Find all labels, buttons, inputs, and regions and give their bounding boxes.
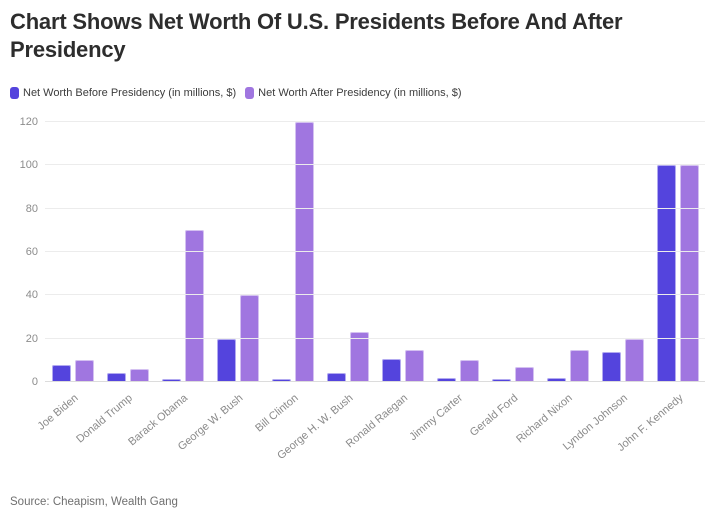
bar-group bbox=[155, 122, 210, 382]
gridline-0 bbox=[45, 381, 705, 382]
bar bbox=[51, 364, 71, 382]
bar bbox=[106, 373, 126, 382]
x-axis-label-text: Jimmy Carter bbox=[407, 392, 466, 444]
bar bbox=[436, 377, 456, 382]
bar-group bbox=[45, 122, 100, 382]
x-axis-label-text: Gerald Ford bbox=[467, 392, 521, 439]
bar bbox=[161, 379, 181, 382]
bar-group bbox=[100, 122, 155, 382]
bar-group bbox=[375, 122, 430, 382]
legend-label: Net Worth Before Presidency (in millions… bbox=[23, 87, 237, 99]
bar-group bbox=[320, 122, 375, 382]
bar bbox=[546, 377, 566, 382]
y-tick-label-80: 80 bbox=[25, 202, 38, 215]
gridline-20 bbox=[45, 337, 705, 339]
bar-group bbox=[540, 122, 595, 382]
y-tick-label-100: 100 bbox=[19, 159, 38, 172]
bar-group bbox=[650, 122, 705, 382]
x-axis-label-text: Bill Clinton bbox=[252, 392, 301, 435]
y-tick-label-60: 60 bbox=[25, 246, 38, 258]
legend-item: Net Worth After Presidency (in millions,… bbox=[245, 87, 462, 99]
bar bbox=[491, 379, 511, 382]
legend-label: Net Worth After Presidency (in millions,… bbox=[258, 87, 462, 99]
bar bbox=[459, 360, 479, 382]
bar bbox=[569, 349, 589, 382]
bar-group bbox=[485, 122, 540, 382]
bar bbox=[601, 351, 621, 382]
gridline-100 bbox=[45, 164, 705, 166]
bar bbox=[679, 165, 699, 382]
chart-legend: Net Worth Before Presidency (in millions… bbox=[10, 87, 462, 99]
bar bbox=[294, 122, 314, 382]
legend-item: Net Worth Before Presidency (in millions… bbox=[10, 87, 236, 99]
y-tick-label-0: 0 bbox=[31, 376, 38, 388]
y-tick-label-20: 20 bbox=[25, 332, 38, 345]
bar bbox=[184, 230, 204, 382]
bar bbox=[74, 360, 94, 382]
x-axis-label-text: Joe Biden bbox=[35, 392, 81, 433]
bar bbox=[129, 369, 149, 382]
y-tick-label-40: 40 bbox=[25, 289, 38, 302]
bar-series-container bbox=[45, 122, 705, 382]
gridline-40 bbox=[45, 294, 705, 296]
source-caption: Source: Cheapism, Wealth Gang bbox=[10, 496, 178, 508]
legend-swatch-icon bbox=[10, 87, 19, 99]
legend-swatch-icon bbox=[245, 87, 255, 99]
bar-chart-plot-area: Joe Biden Donald Trump Barack Obama George … bbox=[20, 116, 705, 462]
bar bbox=[216, 338, 236, 382]
bar-group bbox=[430, 122, 485, 382]
bar bbox=[624, 338, 644, 382]
bar-group bbox=[595, 122, 650, 382]
bar bbox=[381, 359, 401, 382]
y-tick-label-120: 120 bbox=[19, 116, 38, 128]
bar bbox=[656, 165, 676, 382]
gridline-80 bbox=[45, 207, 705, 209]
bar bbox=[239, 295, 259, 382]
bar bbox=[514, 366, 534, 382]
bar bbox=[404, 349, 424, 382]
bar-group bbox=[265, 122, 320, 382]
bar bbox=[326, 373, 346, 382]
bar bbox=[349, 332, 369, 382]
gridline-120 bbox=[45, 121, 705, 122]
gridline-60 bbox=[45, 251, 705, 252]
bar-group bbox=[210, 122, 265, 382]
bar bbox=[271, 379, 291, 382]
chart-title: Chart Shows Net Worth Of U.S. Presidents… bbox=[10, 9, 623, 62]
